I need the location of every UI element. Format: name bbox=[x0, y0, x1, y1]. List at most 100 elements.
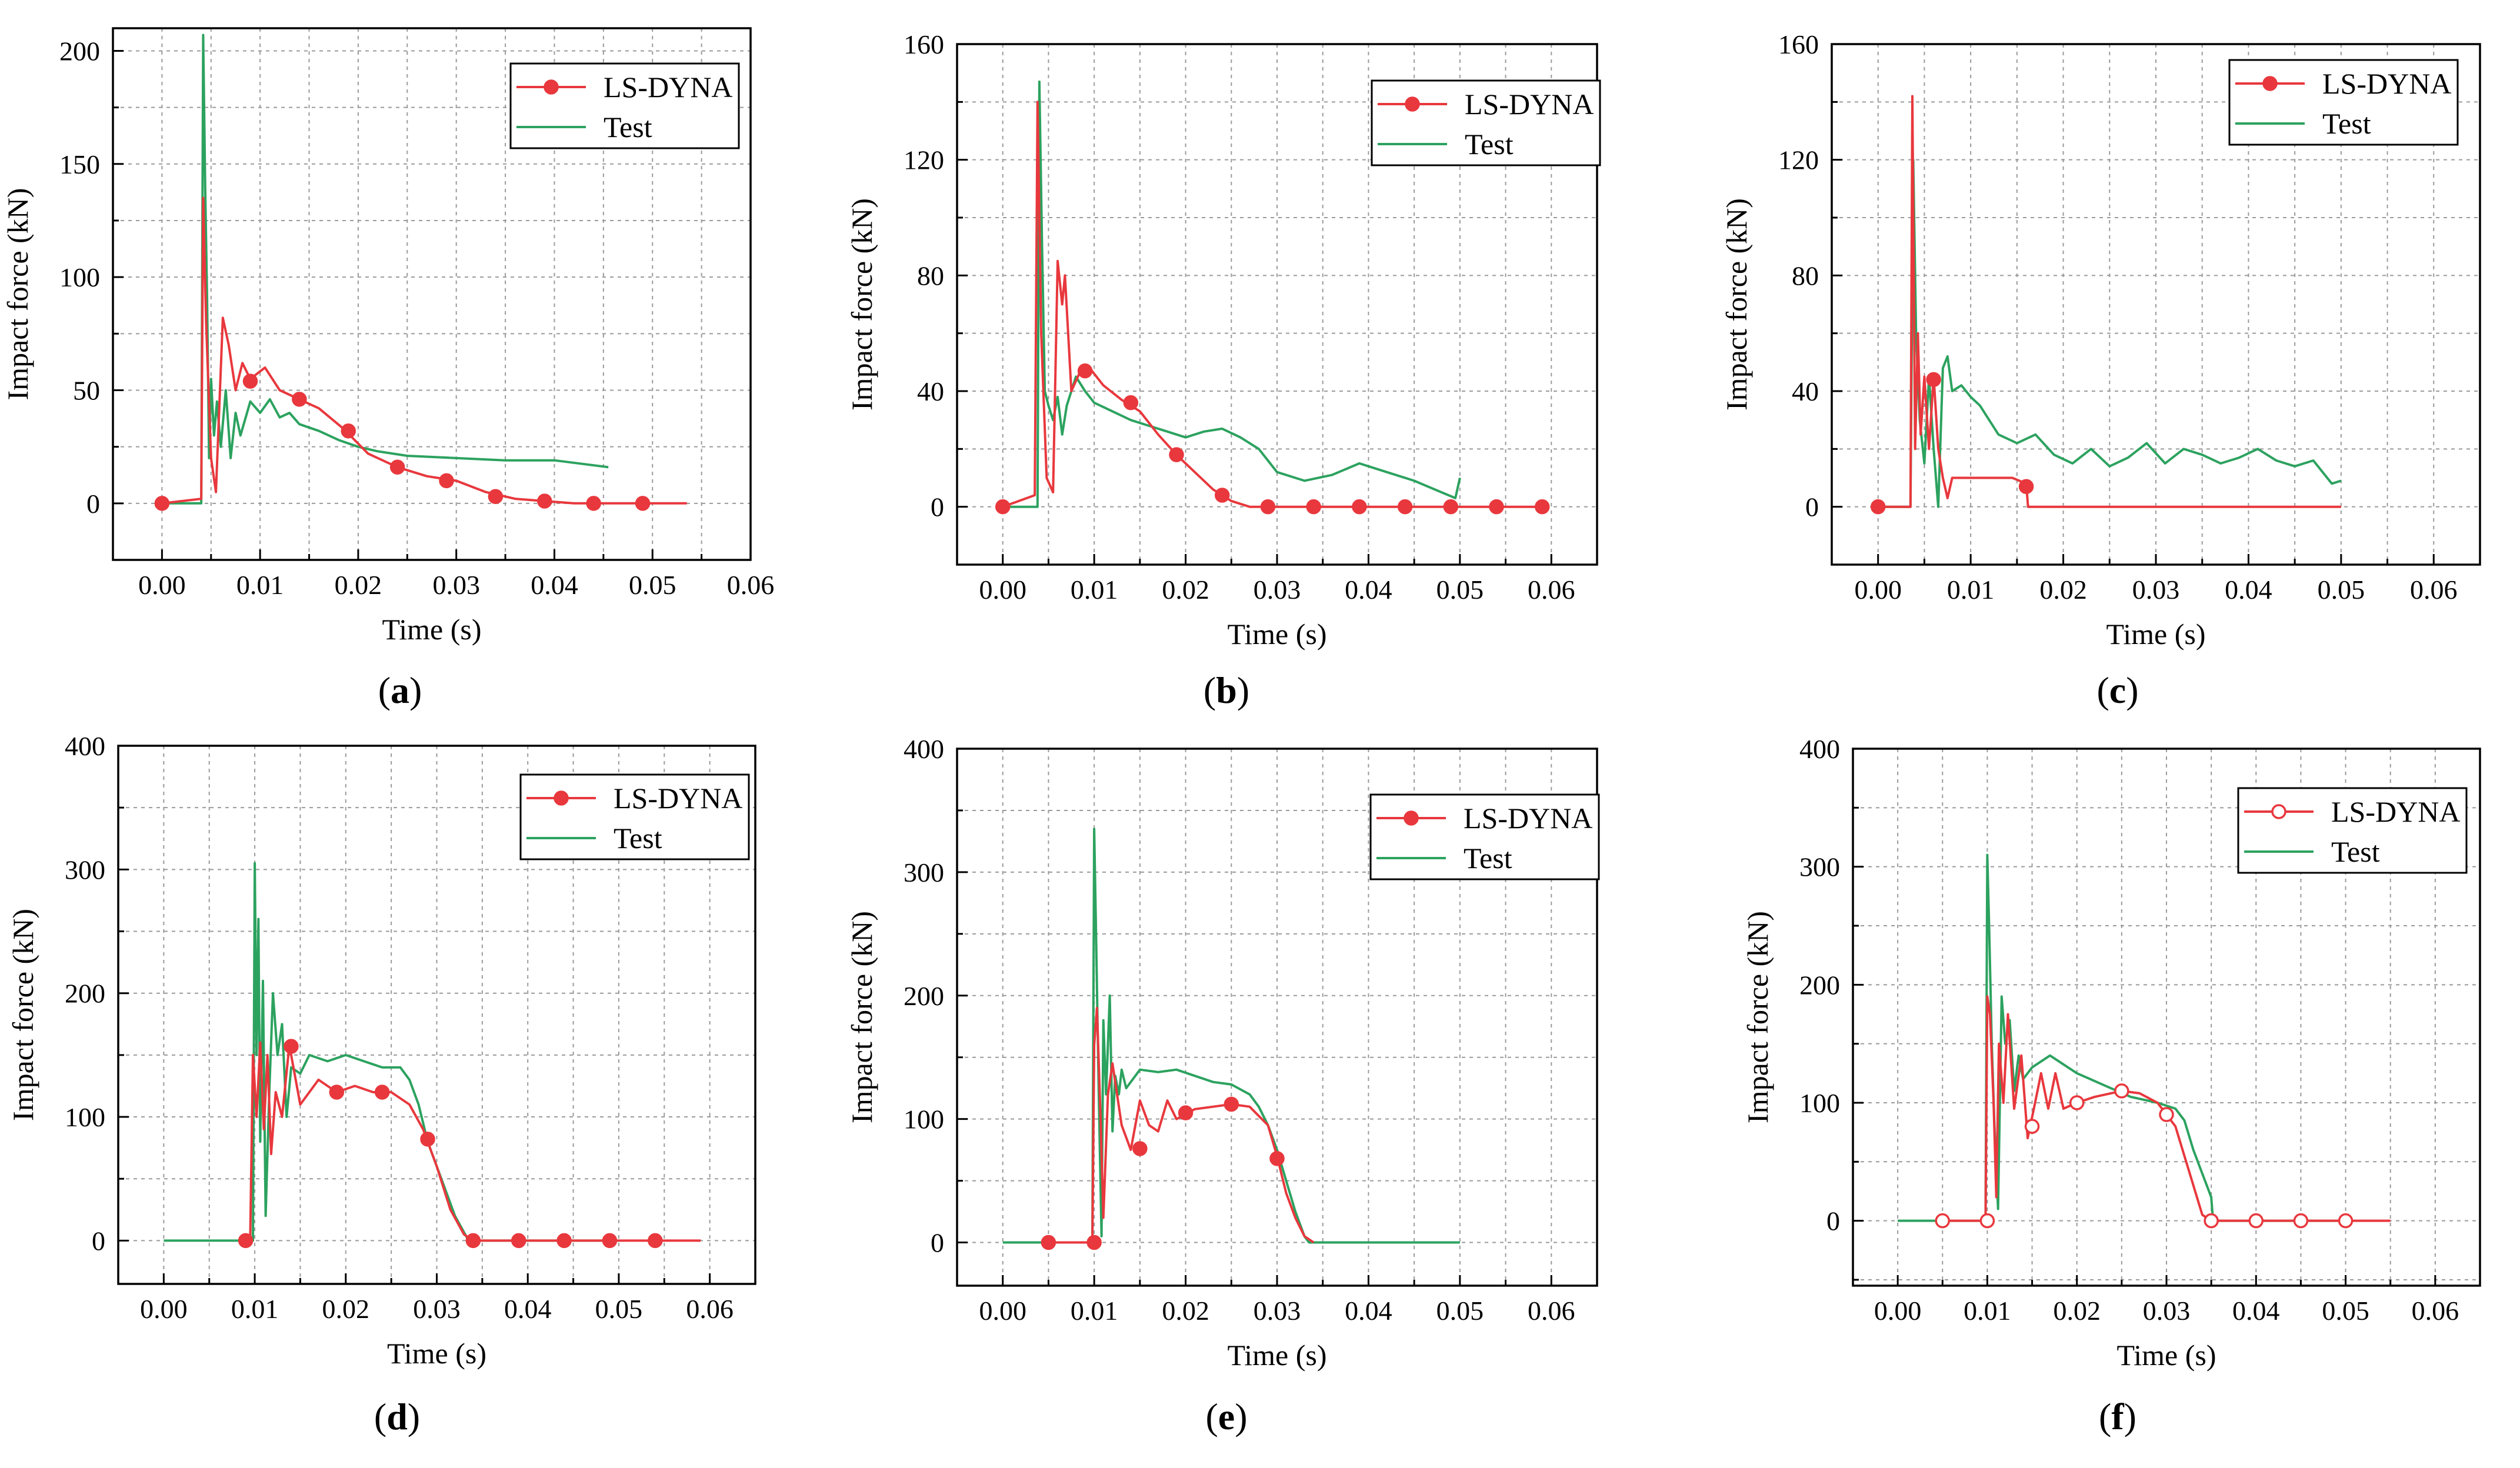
x-tick-label: 0.04 bbox=[531, 570, 578, 600]
series-line-ls-dyna bbox=[1942, 995, 2391, 1222]
ls-dyna-marker bbox=[341, 423, 356, 439]
legend-label: LS-DYNA bbox=[2322, 67, 2451, 100]
y-tick-label: 300 bbox=[65, 855, 105, 885]
ls-dyna-marker bbox=[2338, 1213, 2354, 1229]
y-tick-label: 0 bbox=[92, 1226, 105, 1256]
ls-dyna-marker bbox=[2248, 1213, 2264, 1229]
ls-dyna-marker bbox=[1352, 499, 1367, 515]
ls-dyna-marker bbox=[465, 1233, 481, 1249]
x-tick-label: 0.01 bbox=[1964, 1296, 2011, 1326]
plot-frame bbox=[956, 43, 1598, 566]
legend-box bbox=[509, 62, 740, 149]
x-tick-label: 0.06 bbox=[727, 570, 775, 600]
x-tick-label: 0.06 bbox=[2410, 575, 2458, 605]
x-tick-label: 0.01 bbox=[1071, 575, 1118, 605]
x-tick-label: 0.05 bbox=[1436, 575, 1484, 605]
series-line-test bbox=[1002, 828, 1460, 1244]
panel-label: (c) bbox=[2096, 669, 2138, 711]
y-tick-label: 200 bbox=[59, 36, 100, 66]
legend-box bbox=[1369, 793, 1600, 880]
legend-marker bbox=[2262, 76, 2278, 91]
y-tick-label: 400 bbox=[904, 734, 944, 764]
x-tick-label: 0.04 bbox=[1345, 1296, 1392, 1326]
plot-frame bbox=[1831, 43, 2481, 566]
ls-dyna-marker bbox=[1178, 1105, 1194, 1120]
panel-label: (d) bbox=[374, 1396, 420, 1437]
ls-dyna-marker bbox=[1169, 447, 1184, 462]
y-tick-label: 100 bbox=[59, 262, 100, 292]
chart-panel-a: 0.00 0.01 0.02 0.03 0.04 0.05 0.06 0 50 100 150 200… bbox=[1, 27, 775, 711]
legend-label: LS-DYNA bbox=[604, 71, 732, 104]
ls-dyna-marker bbox=[292, 392, 307, 407]
y-tick-label: 160 bbox=[1778, 29, 1819, 59]
chart-panel-b: 0.00 0.01 0.02 0.03 0.04 0.05 0.06 0 40 80 120 160 T… bbox=[845, 29, 1601, 711]
y-tick-label: 150 bbox=[59, 149, 100, 179]
ls-dyna-marker bbox=[995, 499, 1011, 515]
ls-dyna-marker bbox=[1041, 1235, 1056, 1250]
x-tick-label: 0.05 bbox=[629, 570, 676, 600]
legend-label: Test bbox=[604, 111, 652, 144]
x-tick-label: 0.01 bbox=[1071, 1296, 1118, 1326]
ls-dyna-marker bbox=[586, 496, 601, 511]
x-tick-label: 0.03 bbox=[1254, 575, 1301, 605]
chart-panel-e: 0.00 0.01 0.02 0.03 0.04 0.05 0.06 0 100 200 300 40… bbox=[845, 734, 1600, 1437]
x-tick-label: 0.00 bbox=[138, 570, 186, 600]
legend-label: Test bbox=[1465, 128, 1514, 161]
ls-dyna-marker bbox=[1443, 499, 1459, 515]
x-axis-label: Time (s) bbox=[2116, 1339, 2216, 1372]
legend-box bbox=[2237, 787, 2468, 874]
x-tick-label: 0.03 bbox=[2132, 575, 2180, 605]
x-tick-label: 0.06 bbox=[686, 1294, 734, 1324]
x-tick-label: 0.04 bbox=[2225, 575, 2272, 605]
y-tick-label: 400 bbox=[65, 731, 105, 761]
ls-dyna-marker bbox=[439, 473, 454, 489]
y-tick-label: 100 bbox=[904, 1105, 944, 1135]
x-tick-label: 0.02 bbox=[2039, 575, 2087, 605]
series-line-ls-dyna bbox=[245, 1041, 701, 1242]
ls-dyna-marker bbox=[2018, 479, 2034, 494]
y-tick-label: 200 bbox=[65, 979, 105, 1009]
ls-dyna-marker bbox=[1306, 499, 1321, 515]
plot-frame bbox=[1852, 748, 2481, 1287]
ls-dyna-marker bbox=[1489, 499, 1504, 515]
ls-dyna-marker bbox=[1077, 363, 1093, 379]
x-tick-label: 0.03 bbox=[1254, 1296, 1301, 1326]
ls-dyna-marker bbox=[1534, 499, 1550, 515]
legend-label: LS-DYNA bbox=[2331, 795, 2460, 828]
y-tick-label: 80 bbox=[1792, 261, 1819, 291]
x-tick-label: 0.01 bbox=[236, 570, 284, 600]
ls-dyna-marker bbox=[1123, 395, 1139, 411]
ls-dyna-marker bbox=[238, 1233, 254, 1249]
ls-dyna-marker bbox=[511, 1233, 526, 1249]
legend-label: Test bbox=[2331, 835, 2380, 868]
ls-dyna-marker bbox=[2204, 1213, 2219, 1229]
chart-panel-d: 0.00 0.01 0.02 0.03 0.04 0.05 0.06 0 100 200 300 40… bbox=[6, 731, 756, 1437]
x-axis-label: Time (s) bbox=[387, 1337, 486, 1370]
legend: LS-DYNA Test bbox=[1371, 79, 1601, 166]
y-tick-label: 0 bbox=[1805, 492, 1819, 522]
x-tick-label: 0.04 bbox=[504, 1294, 552, 1324]
legend-box bbox=[1371, 79, 1601, 166]
ls-dyna-marker bbox=[1132, 1141, 1148, 1156]
y-tick-label: 120 bbox=[904, 145, 944, 175]
ls-dyna-marker bbox=[488, 489, 504, 505]
y-tick-label: 80 bbox=[917, 261, 944, 291]
legend: LS-DYNA Test bbox=[2237, 787, 2468, 874]
ls-dyna-marker bbox=[556, 1233, 572, 1249]
x-tick-label: 0.06 bbox=[1528, 575, 1575, 605]
x-tick-label: 0.00 bbox=[140, 1294, 188, 1324]
ls-dyna-marker bbox=[1224, 1096, 1239, 1112]
ls-dyna-marker bbox=[1935, 1213, 1951, 1229]
x-tick-label: 0.05 bbox=[2318, 575, 2365, 605]
ls-dyna-marker bbox=[1214, 488, 1230, 503]
ls-dyna-marker bbox=[1260, 499, 1276, 515]
ls-dyna-marker bbox=[420, 1132, 435, 1147]
x-tick-label: 0.00 bbox=[979, 575, 1026, 605]
x-axis-label: Time (s) bbox=[1227, 618, 1326, 650]
x-tick-label: 0.05 bbox=[2322, 1296, 2369, 1326]
y-tick-label: 40 bbox=[1792, 376, 1819, 406]
legend-label: Test bbox=[614, 822, 662, 855]
panel-label: (a) bbox=[378, 669, 422, 711]
x-tick-label: 0.02 bbox=[335, 570, 382, 600]
legend-label: LS-DYNA bbox=[1465, 88, 1594, 121]
